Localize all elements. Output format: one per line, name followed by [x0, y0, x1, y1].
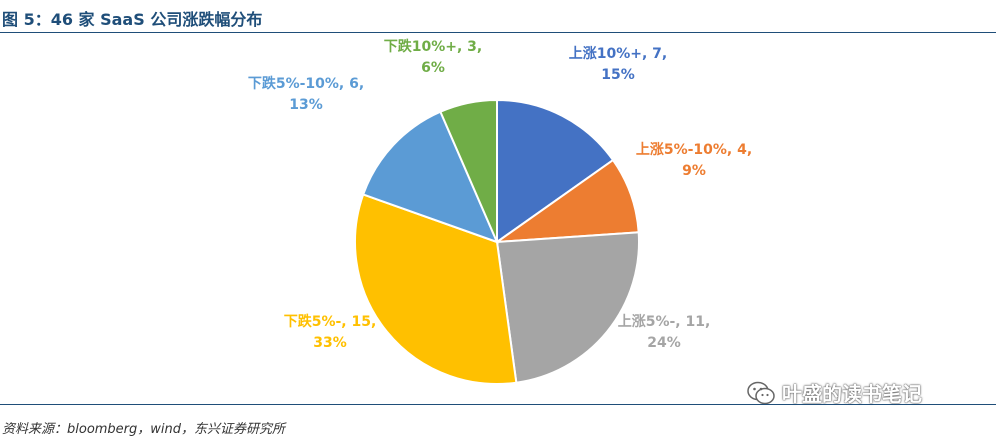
figure-title: 图 5：46 家 SaaS 公司涨跌幅分布 — [2, 10, 263, 29]
source-divider — [0, 404, 996, 405]
pie-slice — [361, 110, 499, 244]
pie-slice — [495, 231, 641, 384]
slice-label: 上涨10%+, 7, 15% — [569, 46, 668, 83]
pie-slice — [439, 98, 498, 243]
watermark: 叶盛的读书笔记 — [746, 378, 922, 407]
watermark-text: 叶盛的读书笔记 — [782, 382, 922, 406]
pie-slice — [496, 98, 615, 244]
wechat-icon — [747, 381, 775, 404]
slice-label: 下跌10%+, 3, 6% — [384, 39, 483, 76]
chart-area: 上涨10%+, 7, 15% 上涨5%-10%, 4, 9% 上涨5%-, 11, 24%… — [0, 36, 996, 402]
pie-chart: 上涨10%+, 7, 15% 上涨5%-10%, 4, 9% 上涨5%-, 11, 24%… — [248, 39, 752, 386]
source-note: 资料来源：bloomberg，wind，东兴证券研究所 — [2, 422, 286, 437]
slice-label: 下跌5%-, 15, 33% — [284, 314, 377, 351]
pie-slice — [354, 193, 518, 386]
title-divider — [0, 32, 996, 33]
slice-label: 上涨5%-, 11, 24% — [618, 314, 711, 351]
slice-label: 上涨5%-10%, 4, 9% — [636, 142, 752, 179]
slice-label: 下跌5%-10%, 6, 13% — [248, 76, 364, 113]
